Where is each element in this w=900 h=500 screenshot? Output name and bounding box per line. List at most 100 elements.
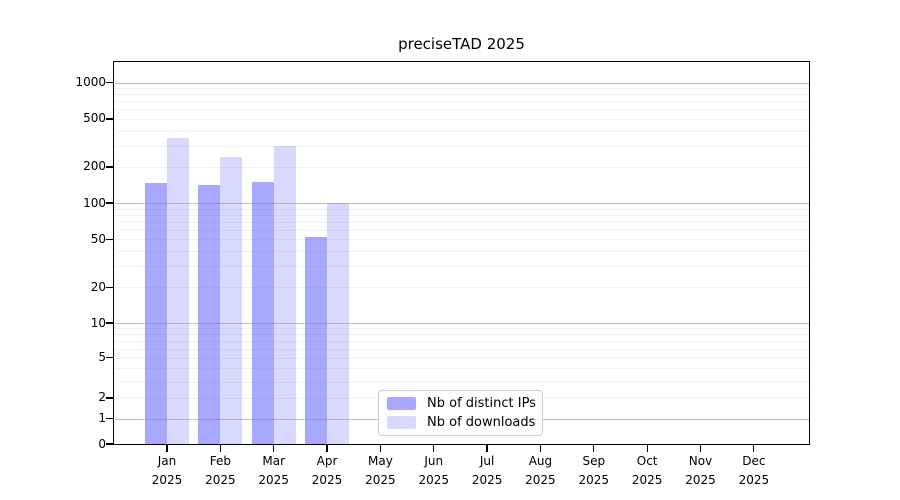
minor-gridline [114,229,809,231]
y-tick-mark [106,238,113,241]
bar-mar-nb-of-downloads [273,146,296,444]
x-tick-month: Oct [636,454,658,468]
y-tick-label: 2 [98,390,106,405]
y-tick-mark [106,202,113,204]
y-tick-mark [106,397,113,399]
x-tick-year: 2025 [471,473,503,487]
minor-gridline [114,118,809,120]
y-tick-mark [106,286,113,288]
major-gridline [114,82,809,84]
minor-gridline [114,251,809,253]
minor-gridline [114,214,809,216]
minor-gridline [114,287,809,289]
bar-apr-nb-of-distinct-ips [305,237,328,444]
y-tick-label: 5 [98,350,106,365]
y-tick-label: 100 [83,195,106,210]
x-tick-label-aug: Aug 2025 [500,452,580,490]
plot-area [113,61,810,445]
bar-mar-nb-of-distinct-ips [251,182,274,444]
x-tick-mark [379,445,382,452]
x-tick-month: Jul [479,454,495,468]
x-tick-mark [326,445,328,452]
legend-row-downloads: Nb of downloads [387,415,535,430]
x-tick-month: Jan [157,454,177,468]
x-tick-year: 2025 [738,473,770,487]
y-tick-mark [106,418,113,420]
x-tick-label-jan: Jan 2025 [127,452,207,490]
x-tick-month: Mar [262,454,285,468]
x-tick-month: Aug [528,454,553,468]
bar-jan-nb-of-distinct-ips [145,183,167,444]
minor-gridline [114,328,809,330]
minor-gridline [114,166,809,168]
bar-apr-nb-of-downloads [327,203,350,444]
y-tick-mark [106,357,113,359]
x-tick-mark [219,445,221,452]
x-tick-year: 2025 [525,473,556,487]
x-tick-mark [273,445,275,452]
x-tick-mark [539,445,542,452]
x-tick-label-may: May 2025 [340,452,420,490]
x-tick-month: Dec [742,454,766,468]
y-tick-label: 200 [83,159,106,174]
x-tick-year: 2025 [258,473,289,487]
minor-gridline [114,239,809,241]
minor-gridline [114,221,809,223]
y-tick-mark [106,322,113,324]
x-tick-label-apr: Apr 2025 [287,452,367,490]
x-tick-label-oct: Oct 2025 [607,452,687,490]
legend: Nb of distinct IPs Nb of downloads [378,390,543,436]
bar-feb-nb-of-downloads [220,156,243,444]
minor-gridline [114,341,809,343]
x-tick-year: 2025 [311,473,343,487]
y-tick-mark [106,82,113,84]
x-tick-month: Apr [316,454,338,468]
minor-gridline [114,334,809,336]
chart-title: preciseTAD 2025 [398,35,525,53]
y-tick-label: 1000 [75,75,106,90]
y-tick-label: 20 [90,279,106,294]
y-tick-label: 10 [90,315,106,330]
minor-gridline [114,368,809,370]
minor-gridline [114,109,809,111]
x-tick-month: May [367,454,393,468]
x-tick-label-sep: Sep 2025 [554,452,634,490]
x-tick-label-nov: Nov 2025 [661,452,741,490]
minor-gridline [114,208,809,210]
y-tick-mark [106,166,113,168]
x-tick-mark [486,445,488,452]
x-tick-label-jul: Jul 2025 [447,452,527,490]
x-tick-mark [699,445,702,452]
x-tick-mark [753,445,755,452]
y-tick-label: 500 [83,111,106,126]
y-tick-mark [106,443,113,445]
x-tick-month: Sep [582,454,606,468]
x-tick-mark [166,445,168,452]
minor-gridline [114,130,809,132]
x-tick-year: 2025 [685,473,716,487]
bar-feb-nb-of-distinct-ips [198,185,221,444]
y-tick-mark [106,118,113,120]
x-tick-year: 2025 [205,473,236,487]
y-tick-label: 1 [98,411,106,426]
y-tick-label: 50 [90,231,106,246]
x-tick-label-dec: Dec 2025 [714,452,794,490]
major-gridline [114,323,809,325]
legend-row-distinct-ips: Nb of distinct IPs [387,396,536,412]
x-tick-month: Jun [424,454,444,468]
x-tick-label-mar: Mar 2025 [234,452,314,490]
minor-gridline [114,381,809,383]
x-tick-year: 2025 [365,473,396,487]
legend-label-distinct-ips: Nb of distinct IPs [427,396,536,412]
minor-gridline [114,348,809,350]
legend-swatch-downloads [387,415,416,429]
x-tick-year: 2025 [151,473,183,487]
x-tick-month: Feb [209,454,231,468]
major-gridline [114,203,809,205]
minor-gridline [114,101,809,103]
x-tick-label-feb: Feb 2025 [180,452,260,490]
minor-gridline [114,88,809,90]
x-tick-month: Nov [688,454,713,468]
minor-gridline [114,266,809,268]
